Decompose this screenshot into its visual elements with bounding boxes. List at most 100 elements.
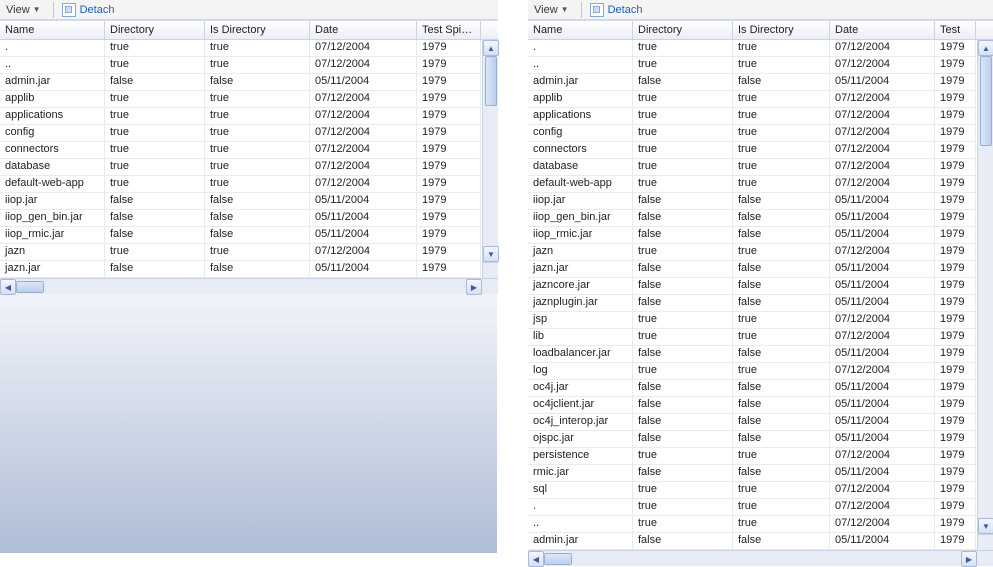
column-header[interactable]: Is Directory	[205, 21, 310, 39]
column-header[interactable]: Is Directory	[733, 21, 830, 39]
scroll-up-icon[interactable]: ▲	[978, 40, 993, 56]
column-header[interactable]: Date	[310, 21, 417, 39]
scroll-left-icon[interactable]: ◀	[528, 551, 544, 567]
table-row[interactable]: applibtruetrue07/12/20041979	[528, 91, 976, 108]
table-row[interactable]: jaznplugin.jarfalsefalse05/11/20041979	[528, 295, 976, 312]
table-row[interactable]: logtruetrue07/12/20041979	[528, 363, 976, 380]
table-cell: false	[205, 261, 310, 277]
scroll-down-icon[interactable]: ▼	[978, 518, 993, 534]
scroll-thumb[interactable]	[544, 553, 572, 565]
column-header[interactable]: Name	[528, 21, 633, 39]
table-cell: 1979	[935, 108, 976, 124]
table-row[interactable]: jazncore.jarfalsefalse05/11/20041979	[528, 278, 976, 295]
table-row[interactable]: applicationstruetrue07/12/20041979	[0, 108, 481, 125]
table-cell: false	[633, 346, 733, 362]
table-row[interactable]: jazntruetrue07/12/20041979	[528, 244, 976, 261]
table-row[interactable]: .truetrue07/12/20041979	[528, 40, 976, 57]
table-row[interactable]: connectorstruetrue07/12/20041979	[528, 142, 976, 159]
table-row[interactable]: ..truetrue07/12/20041979	[0, 57, 481, 74]
table-row[interactable]: jazn.jarfalsefalse05/11/20041979	[528, 261, 976, 278]
table-cell: config	[0, 125, 105, 141]
table-row[interactable]: .truetrue07/12/20041979	[0, 40, 481, 57]
column-header[interactable]: Directory	[633, 21, 733, 39]
column-header[interactable]: Date	[830, 21, 935, 39]
table-row[interactable]: oc4j_interop.jarfalsefalse05/11/20041979	[528, 414, 976, 431]
table-cell: applib	[0, 91, 105, 107]
vertical-scrollbar[interactable]: ▲ ▼	[482, 40, 498, 262]
table-cell: 1979	[935, 329, 976, 345]
table-cell: 07/12/2004	[310, 159, 417, 175]
table-row[interactable]: libtruetrue07/12/20041979	[528, 329, 976, 346]
table-cell: 05/11/2004	[830, 74, 935, 90]
view-menu-button[interactable]: View ▼	[528, 4, 577, 16]
table-row[interactable]: applibtruetrue07/12/20041979	[0, 91, 481, 108]
table-row[interactable]: iiop_rmic.jarfalsefalse05/11/20041979	[528, 227, 976, 244]
table-row[interactable]: ..truetrue07/12/20041979	[528, 516, 976, 533]
table-cell: false	[205, 74, 310, 90]
table-row[interactable]: sqltruetrue07/12/20041979	[528, 482, 976, 499]
table-row[interactable]: databasetruetrue07/12/20041979	[528, 159, 976, 176]
table-row[interactable]: oc4j.jarfalsefalse05/11/20041979	[528, 380, 976, 397]
scroll-up-icon[interactable]: ▲	[483, 40, 499, 56]
table-cell: 07/12/2004	[830, 142, 935, 158]
table-row[interactable]: rmic.jarfalsefalse05/11/20041979	[528, 465, 976, 482]
table-row[interactable]: admin.jarfalsefalse05/11/20041979	[528, 533, 976, 550]
table-cell: 1979	[417, 125, 481, 141]
table-row[interactable]: iiop_gen_bin.jarfalsefalse05/11/20041979	[528, 210, 976, 227]
scroll-down-icon[interactable]: ▼	[483, 246, 499, 262]
table-row[interactable]: databasetruetrue07/12/20041979	[0, 159, 481, 176]
table-cell: 05/11/2004	[310, 261, 417, 277]
table-row[interactable]: applicationstruetrue07/12/20041979	[528, 108, 976, 125]
table-row[interactable]: connectorstruetrue07/12/20041979	[0, 142, 481, 159]
table-row[interactable]: admin.jarfalsefalse05/11/20041979	[528, 74, 976, 91]
scroll-thumb[interactable]	[16, 281, 44, 293]
table-cell: 1979	[935, 465, 976, 481]
table-row[interactable]: loadbalancer.jarfalsefalse05/11/20041979	[528, 346, 976, 363]
table-cell: false	[633, 397, 733, 413]
table-row[interactable]: default-web-apptruetrue07/12/20041979	[0, 176, 481, 193]
table-row[interactable]: iiop.jarfalsefalse05/11/20041979	[0, 193, 481, 210]
table-cell: 1979	[935, 159, 976, 175]
table-row[interactable]: jazn.jarfalsefalse05/11/20041979	[0, 261, 481, 278]
table-row[interactable]: persistencetruetrue07/12/20041979	[528, 448, 976, 465]
table-row[interactable]: iiop.jarfalsefalse05/11/20041979	[528, 193, 976, 210]
scroll-thumb[interactable]	[980, 56, 992, 146]
table-row[interactable]: .truetrue07/12/20041979	[528, 499, 976, 516]
scroll-right-icon[interactable]: ▶	[466, 279, 482, 295]
detach-button[interactable]: Detach	[58, 3, 119, 17]
table-cell: 07/12/2004	[830, 516, 935, 532]
table-cell: 05/11/2004	[310, 227, 417, 243]
table-row[interactable]: jazntruetrue07/12/20041979	[0, 244, 481, 261]
table-row[interactable]: default-web-apptruetrue07/12/20041979	[528, 176, 976, 193]
scroll-thumb[interactable]	[485, 56, 497, 106]
table-cell: false	[205, 210, 310, 226]
column-header[interactable]: Test Spinbox	[417, 21, 481, 39]
column-header[interactable]: Directory	[105, 21, 205, 39]
table-cell: true	[733, 329, 830, 345]
table-row[interactable]: jsptruetrue07/12/20041979	[528, 312, 976, 329]
column-header[interactable]: Name	[0, 21, 105, 39]
table-row[interactable]: oc4jclient.jarfalsefalse05/11/20041979	[528, 397, 976, 414]
table-cell: 1979	[417, 108, 481, 124]
table-row[interactable]: ojspc.jarfalsefalse05/11/20041979	[528, 431, 976, 448]
table-row[interactable]: configtruetrue07/12/20041979	[0, 125, 481, 142]
table-row[interactable]: ..truetrue07/12/20041979	[528, 57, 976, 74]
table-cell: 1979	[935, 312, 976, 328]
horizontal-scrollbar[interactable]: ◀ ▶	[528, 550, 993, 566]
scroll-track[interactable]	[16, 279, 466, 294]
view-menu-button[interactable]: View ▼	[0, 4, 49, 16]
left-panel: View ▼ Detach NameDirectoryIs DirectoryD…	[0, 0, 498, 294]
table-row[interactable]: iiop_gen_bin.jarfalsefalse05/11/20041979	[0, 210, 481, 227]
column-header[interactable]: Test	[935, 21, 976, 39]
table-row[interactable]: admin.jarfalsefalse05/11/20041979	[0, 74, 481, 91]
vertical-scrollbar[interactable]: ▲ ▼	[977, 40, 993, 534]
table-row[interactable]: iiop_rmic.jarfalsefalse05/11/20041979	[0, 227, 481, 244]
detach-button[interactable]: Detach	[586, 3, 647, 17]
horizontal-scrollbar[interactable]: ◀ ▶	[0, 278, 498, 294]
table-cell: connectors	[528, 142, 633, 158]
scroll-track[interactable]	[544, 551, 961, 566]
scroll-left-icon[interactable]: ◀	[0, 279, 16, 295]
scroll-right-icon[interactable]: ▶	[961, 551, 977, 567]
table-cell: .	[528, 40, 633, 56]
table-row[interactable]: configtruetrue07/12/20041979	[528, 125, 976, 142]
